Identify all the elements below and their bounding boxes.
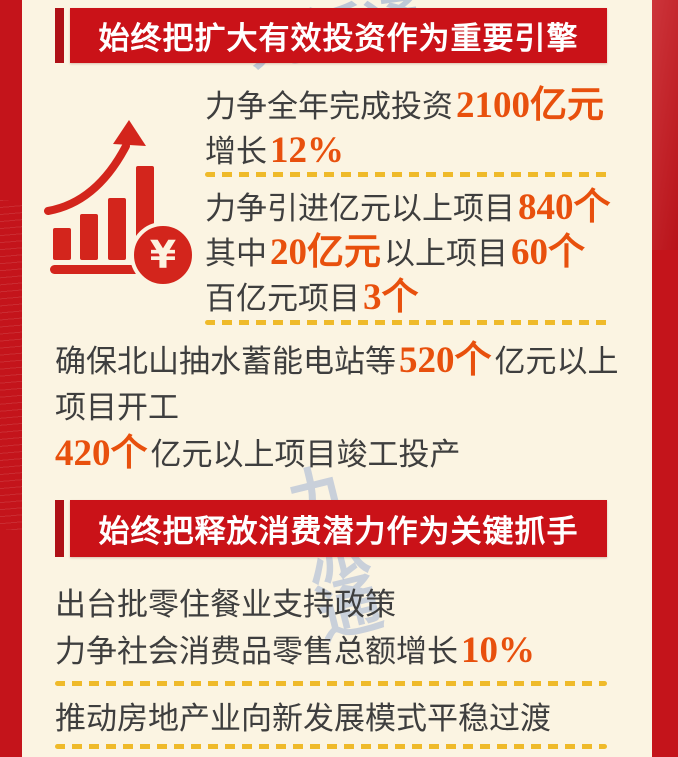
yuan-currency-badge: ¥	[130, 222, 196, 288]
projects-line-1: 力争引进亿元以上项目840个	[205, 186, 635, 231]
construction-line-2: 420个亿元以上项目竣工投产	[55, 431, 623, 478]
projects-line3-text: 百亿元项目	[205, 281, 360, 316]
banner1-accent-bar	[55, 8, 64, 63]
dashed-separator-3	[55, 681, 607, 686]
section1-banner-title: 始终把扩大有效投资作为重要引擎	[70, 8, 607, 63]
banner2-accent-bar	[55, 500, 64, 557]
consumption-target-block: 出台批零住餐业支持政策 力争社会消费品零售总额增长10%	[55, 582, 623, 675]
construction-420-value: 420个	[55, 433, 148, 474]
projects-line2-text1: 其中	[205, 236, 267, 271]
projects-line-3: 百亿元项目3个	[205, 276, 635, 321]
investment-line-1: 力争全年完成投资2100亿元	[205, 84, 630, 129]
growth-percent-value: 12%	[270, 130, 344, 171]
projects-20yi-value: 20亿元	[270, 232, 381, 273]
retail-growth-percent-value: 10%	[461, 630, 535, 671]
dashed-separator-2	[205, 320, 609, 325]
projects-840-value: 840个	[518, 187, 611, 228]
housing-policy-block: 推动房地产业向新发展模式平稳过渡	[55, 698, 623, 740]
investment-line-2: 增长12%	[205, 129, 630, 174]
left-border-strip	[0, 0, 22, 757]
construction-text2: 亿元以上项目开工	[55, 344, 619, 425]
right-border-strip	[652, 0, 678, 757]
projects-target-block: 力争引进亿元以上项目840个 其中20亿元以上项目60个 百亿元项目3个	[205, 186, 635, 321]
projects-3-value: 3个	[363, 277, 419, 318]
consumption-line-1: 出台批零住餐业支持政策	[55, 587, 396, 622]
section2-banner-title: 始终把释放消费潜力作为关键抓手	[70, 500, 607, 557]
consumption-line-2: 力争社会消费品零售总额增长10%	[55, 628, 623, 675]
projects-line-2: 其中20亿元以上项目60个	[205, 231, 635, 276]
dashed-separator-4	[55, 744, 607, 749]
construction-520-value: 520个	[399, 340, 492, 381]
investment-target-block: 力争全年完成投资2100亿元 增长12%	[205, 84, 630, 174]
retail-growth-label: 力争社会消费品零售总额增长	[55, 634, 458, 669]
yuan-symbol: ¥	[149, 233, 177, 277]
construction-line2-text: 亿元以上项目竣工投产	[150, 437, 461, 472]
projects-line2-text2: 以上项目	[384, 236, 508, 271]
investment-amount-value: 2100亿元	[456, 85, 604, 126]
construction-text1: 确保北山抽水蓄能电站等	[55, 344, 396, 379]
projects-60-value: 60个	[511, 232, 585, 273]
growth-label: 增长	[205, 134, 267, 169]
housing-line-1: 推动房地产业向新发展模式平稳过渡	[55, 701, 551, 736]
investment-line1-text: 力争全年完成投资	[205, 89, 453, 124]
projects-line1-text: 力争引进亿元以上项目	[205, 191, 515, 226]
dashed-separator-1	[205, 172, 609, 177]
construction-target-block: 确保北山抽水蓄能电站等520个亿元以上项目开工 420个亿元以上项目竣工投产	[55, 338, 623, 478]
construction-paragraph: 确保北山抽水蓄能电站等520个亿元以上项目开工	[55, 338, 623, 431]
